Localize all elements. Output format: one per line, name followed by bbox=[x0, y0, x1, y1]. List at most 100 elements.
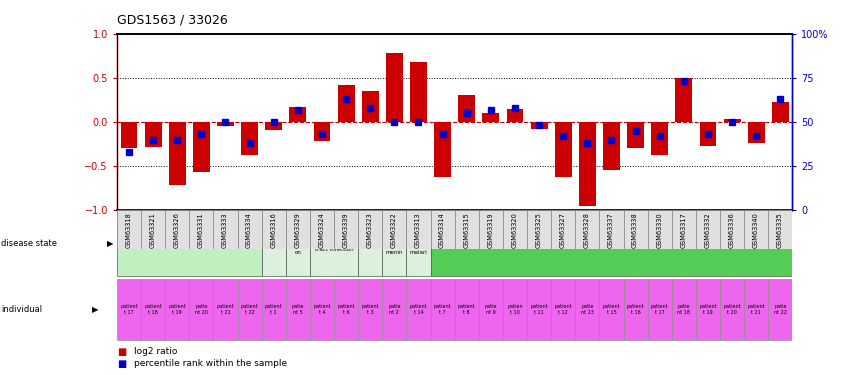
Bar bbox=[627, 122, 644, 148]
Bar bbox=[599, 210, 624, 249]
Bar bbox=[551, 279, 575, 340]
Bar bbox=[406, 210, 430, 249]
Text: patient
t 20: patient t 20 bbox=[723, 304, 741, 315]
Text: patie
nt 2: patie nt 2 bbox=[388, 304, 401, 315]
Text: patient
t 18: patient t 18 bbox=[145, 304, 162, 315]
Text: patient
t 11: patient t 11 bbox=[530, 304, 548, 315]
Bar bbox=[310, 211, 359, 276]
Bar bbox=[479, 279, 503, 340]
Text: patie
nt 22: patie nt 22 bbox=[774, 304, 787, 315]
Bar bbox=[359, 211, 382, 276]
Bar bbox=[747, 122, 765, 143]
Bar bbox=[120, 122, 138, 148]
Bar bbox=[744, 279, 768, 340]
Text: bacte
remia
and
malari: bacte remia and malari bbox=[410, 232, 427, 255]
Text: ▶: ▶ bbox=[92, 305, 99, 314]
Bar bbox=[289, 107, 307, 122]
Bar bbox=[455, 279, 479, 340]
Bar bbox=[169, 122, 185, 185]
Bar bbox=[117, 211, 262, 276]
Bar bbox=[310, 279, 334, 340]
Bar bbox=[700, 122, 716, 146]
Text: percentile rank within the sample: percentile rank within the sample bbox=[134, 359, 288, 368]
Bar bbox=[720, 279, 744, 340]
Bar bbox=[599, 279, 624, 340]
Text: GSM63333: GSM63333 bbox=[222, 212, 228, 248]
Bar bbox=[507, 109, 523, 122]
Bar bbox=[724, 119, 740, 122]
Text: patient
t 19: patient t 19 bbox=[699, 304, 717, 315]
Bar bbox=[310, 210, 334, 249]
Bar bbox=[555, 122, 572, 177]
Bar bbox=[241, 122, 258, 155]
Bar bbox=[190, 210, 213, 249]
Text: GSM63316: GSM63316 bbox=[270, 212, 276, 248]
Text: GSM63338: GSM63338 bbox=[632, 212, 638, 248]
Text: patient
t 7: patient t 7 bbox=[434, 304, 451, 315]
Bar bbox=[165, 279, 190, 340]
Text: GSM63334: GSM63334 bbox=[246, 212, 252, 248]
Bar bbox=[430, 279, 455, 340]
Bar bbox=[410, 62, 427, 122]
Text: GSM63323: GSM63323 bbox=[366, 212, 372, 248]
Bar bbox=[286, 211, 310, 276]
Text: GSM63339: GSM63339 bbox=[343, 212, 349, 248]
Text: patient
t 4: patient t 4 bbox=[313, 304, 331, 315]
Text: patient
t 3: patient t 3 bbox=[361, 304, 379, 315]
Bar bbox=[117, 210, 141, 249]
Text: patient
t 21: patient t 21 bbox=[747, 304, 765, 315]
Text: disease state: disease state bbox=[1, 239, 57, 248]
Bar bbox=[286, 279, 310, 340]
Text: GSM63331: GSM63331 bbox=[197, 212, 204, 248]
Text: patient
t 17: patient t 17 bbox=[120, 304, 138, 315]
Bar bbox=[213, 210, 237, 249]
Bar bbox=[193, 122, 210, 172]
Bar bbox=[262, 279, 286, 340]
Bar bbox=[145, 122, 162, 147]
Bar bbox=[672, 210, 696, 249]
Text: patie
nt 9: patie nt 9 bbox=[485, 304, 497, 315]
Text: ■: ■ bbox=[117, 359, 126, 369]
Bar bbox=[382, 211, 406, 276]
Text: GSM63332: GSM63332 bbox=[704, 212, 710, 248]
Bar bbox=[648, 279, 672, 340]
Text: patie
nt 20: patie nt 20 bbox=[195, 304, 208, 315]
Bar bbox=[117, 279, 141, 340]
Bar bbox=[575, 279, 599, 340]
Text: ▶: ▶ bbox=[107, 239, 113, 248]
Bar bbox=[338, 85, 354, 122]
Text: convalescent: convalescent bbox=[161, 239, 217, 248]
Bar bbox=[213, 279, 237, 340]
Bar bbox=[382, 279, 406, 340]
Bar bbox=[406, 211, 430, 276]
Text: bacte
remia: bacte remia bbox=[362, 238, 378, 249]
Text: phary
ngeal
infect
on: phary ngeal infect on bbox=[290, 232, 306, 255]
Bar bbox=[262, 210, 286, 249]
Text: patie
nt 5: patie nt 5 bbox=[292, 304, 304, 315]
Bar bbox=[382, 210, 406, 249]
Bar bbox=[696, 279, 720, 340]
Text: GSM63336: GSM63336 bbox=[728, 212, 734, 248]
Bar bbox=[313, 122, 331, 141]
Bar bbox=[696, 210, 720, 249]
Text: GSM63335: GSM63335 bbox=[777, 212, 783, 248]
Text: GSM63318: GSM63318 bbox=[126, 212, 132, 248]
Bar bbox=[479, 210, 503, 249]
Text: GSM63326: GSM63326 bbox=[174, 212, 180, 248]
Text: patient
t 19: patient t 19 bbox=[168, 304, 186, 315]
Text: lower
respiratory
tract infection: lower respiratory tract infection bbox=[314, 236, 353, 252]
Bar bbox=[603, 122, 620, 170]
Bar bbox=[286, 210, 310, 249]
Text: GSM63330: GSM63330 bbox=[656, 212, 662, 248]
Text: febrile
fit: febrile fit bbox=[265, 238, 282, 249]
Bar bbox=[262, 211, 286, 276]
Text: GSM63321: GSM63321 bbox=[150, 212, 156, 248]
Text: GSM63317: GSM63317 bbox=[681, 212, 687, 248]
Bar bbox=[334, 210, 359, 249]
Bar bbox=[430, 211, 792, 276]
Bar bbox=[455, 210, 479, 249]
Text: patient
t 6: patient t 6 bbox=[337, 304, 355, 315]
Bar bbox=[434, 122, 451, 177]
Bar bbox=[768, 210, 792, 249]
Bar bbox=[406, 279, 430, 340]
